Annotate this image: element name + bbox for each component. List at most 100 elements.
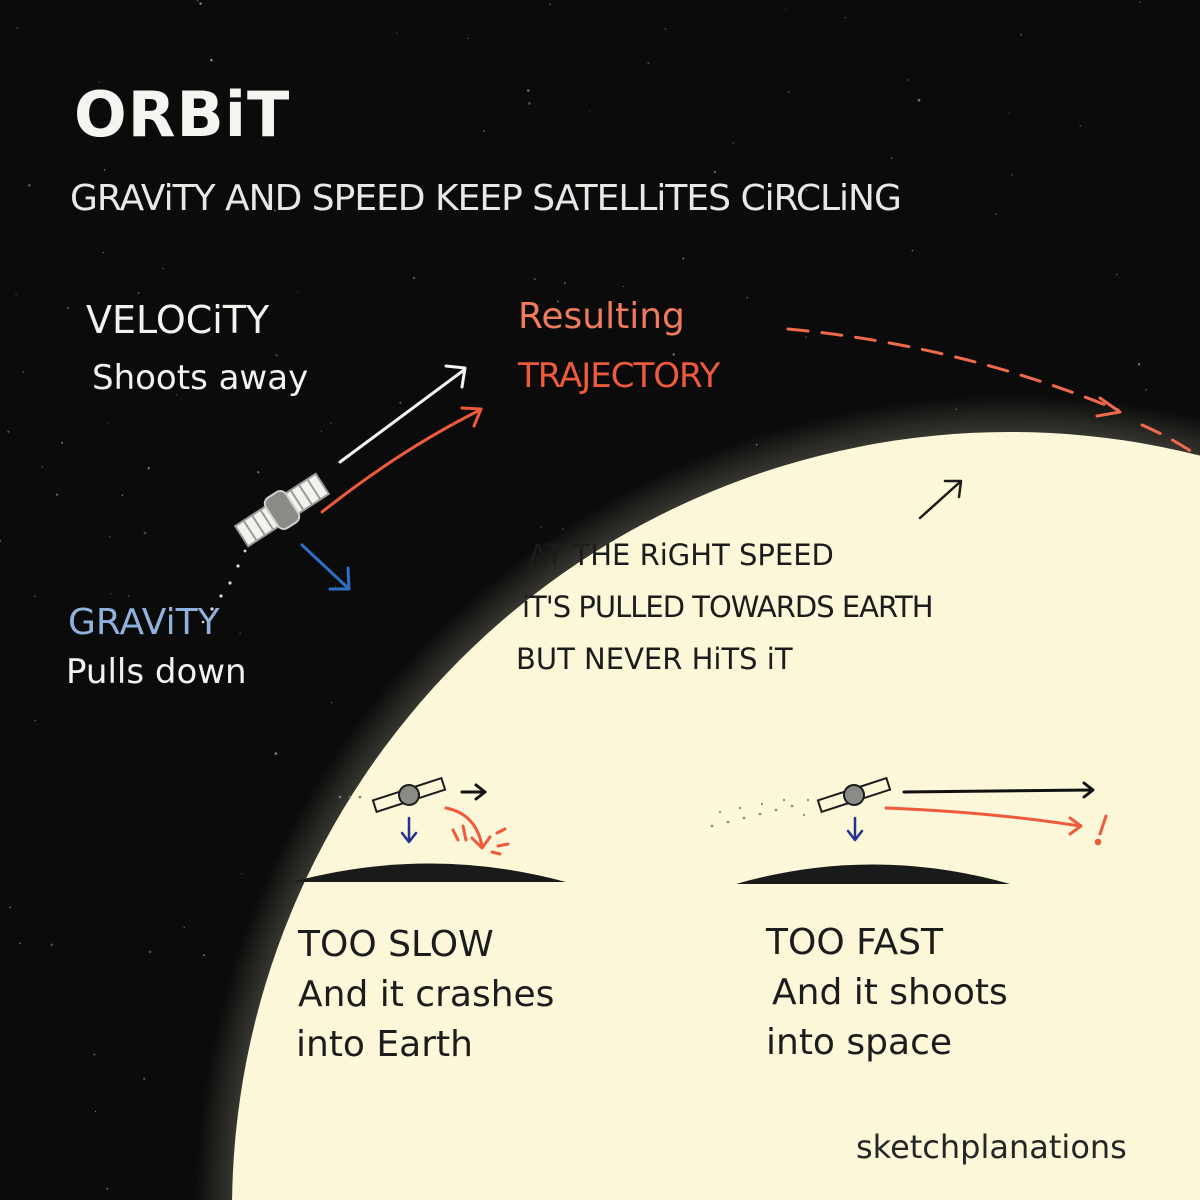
star (789, 183, 792, 187)
star (19, 942, 21, 945)
fast-velocity-arrow-icon (902, 781, 1095, 799)
too-slow-line3: into Earth (296, 1024, 473, 1065)
star (589, 111, 591, 113)
page-title: ORBiT (74, 78, 291, 151)
star (22, 370, 25, 373)
star (664, 28, 667, 30)
star (50, 943, 54, 947)
star (578, 369, 581, 372)
star (275, 354, 278, 357)
star (533, 278, 536, 281)
trajectory-label-line2: TRAJECTORY (518, 356, 720, 396)
slow-trail (338, 795, 362, 799)
star (467, 37, 469, 39)
star (94, 1110, 97, 1113)
brand-signature: sketchplanations (856, 1128, 1127, 1166)
gravity-label: GRAViTY (68, 602, 220, 643)
star (732, 142, 734, 144)
star-field (0, 0, 1148, 1190)
star (647, 62, 650, 65)
star (210, 58, 213, 62)
slow-crash-arrow-icon (444, 806, 510, 856)
star (16, 27, 18, 29)
star (102, 251, 104, 254)
star (93, 1053, 96, 1056)
star (917, 98, 921, 102)
trajectory-arrow-icon (320, 406, 483, 514)
star (15, 293, 17, 296)
star (334, 585, 337, 587)
gravity-arrow-icon (300, 543, 351, 591)
slow-velocity-arrow-icon (460, 783, 487, 801)
star (67, 307, 70, 310)
star (108, 536, 111, 538)
star (844, 16, 847, 19)
star (563, 282, 566, 285)
star (1137, 363, 1141, 366)
fast-gravity-arrow-icon (846, 816, 864, 842)
fast-escape-arrow-icon (884, 806, 1108, 846)
star (239, 632, 241, 634)
star (201, 44, 203, 46)
trajectory-arrowhead-icon (1095, 396, 1122, 418)
gravity-description: Pulls down (66, 652, 247, 692)
star (320, 430, 323, 432)
star (127, 594, 130, 597)
star (1008, 112, 1010, 114)
star (274, 752, 278, 755)
star (110, 593, 112, 595)
too-fast-title: TOO FAST (766, 922, 943, 963)
star (1145, 389, 1148, 391)
right-speed-line1: AT THE RiGHT SPEED (528, 538, 834, 572)
star (1079, 124, 1082, 127)
star (911, 249, 914, 252)
right-speed-arrow-icon (918, 479, 963, 520)
star (330, 422, 333, 424)
too-fast-line3: into space (766, 1022, 953, 1063)
star (1010, 173, 1013, 176)
fast-ground (736, 864, 1010, 884)
velocity-description: Shoots away (92, 358, 309, 398)
fast-trail (710, 798, 810, 828)
star (296, 291, 299, 294)
star (995, 213, 998, 215)
star (1139, 1, 1141, 3)
star (147, 467, 150, 470)
star (61, 441, 64, 444)
star (56, 493, 59, 496)
fast-satellite-icon (816, 776, 892, 814)
star (28, 184, 31, 187)
star (540, 526, 542, 528)
star (196, 0, 199, 3)
star (528, 102, 531, 105)
star (1020, 33, 1023, 36)
star (257, 471, 260, 474)
star (784, 8, 786, 10)
star (203, 954, 206, 957)
star (137, 291, 140, 294)
star (183, 926, 186, 929)
star (805, 188, 808, 191)
satellite-icon (233, 472, 331, 548)
star (106, 422, 108, 424)
trajectory-dashed-tail (1140, 423, 1200, 458)
star (623, 285, 624, 287)
star (330, 701, 333, 704)
star (106, 1187, 109, 1190)
star (241, 873, 243, 875)
star (143, 531, 147, 535)
star (399, 401, 402, 404)
slow-gravity-arrow-icon (400, 816, 418, 844)
star (0, 539, 2, 542)
page-subtitle: GRAViTY AND SPEED KEEP SATELLiTES CiRCLi… (70, 178, 902, 219)
star (175, 394, 178, 396)
velocity-label: VELOCiTY (86, 298, 270, 342)
star (34, 719, 37, 722)
star (121, 494, 124, 496)
trajectory-label-line1: Resulting (518, 296, 685, 337)
star (890, 157, 893, 159)
star (549, 3, 552, 6)
earth (232, 432, 1200, 1200)
too-fast-line2: And it shoots (772, 972, 1008, 1013)
